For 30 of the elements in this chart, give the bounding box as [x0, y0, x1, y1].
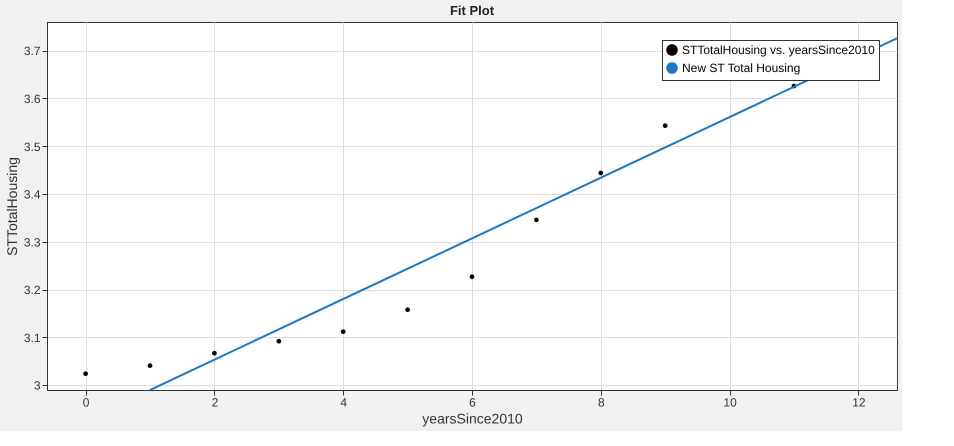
- y-tick-label: 3.1: [24, 330, 41, 345]
- x-tick-label: 2: [212, 396, 219, 410]
- point: [212, 350, 217, 356]
- x-tick-label: 8: [598, 396, 605, 410]
- x-tick-label: 4: [340, 396, 348, 410]
- legend-label: STTotalHousing vs. yearsSince2010: [682, 43, 876, 57]
- point: [340, 329, 346, 334]
- y-axis-title: STTotalHousing: [4, 157, 20, 256]
- point: [662, 123, 668, 128]
- x-axis-title: yearsSince2010: [422, 410, 523, 426]
- point: [598, 170, 604, 176]
- y-tick-label: 3.5: [24, 140, 41, 154]
- y-tick-label: 3.7: [24, 44, 41, 58]
- point: [405, 307, 410, 312]
- point: [276, 338, 282, 344]
- x-tick-label: 10: [723, 396, 738, 410]
- point: [83, 371, 88, 376]
- y-tick-label: 3.3: [24, 235, 41, 250]
- x-tick-label: 0: [82, 396, 90, 410]
- y-tick-label: 3.6: [24, 92, 41, 106]
- point: [534, 218, 539, 222]
- point: [470, 274, 474, 280]
- y-tick-label: 3.4: [24, 188, 41, 202]
- x-tick-label: 12: [852, 396, 866, 410]
- y-tick-label: 3.2: [24, 283, 41, 298]
- point: [148, 363, 152, 368]
- x-tick-label: 6: [469, 396, 476, 410]
- legend-label: New ST Total Housing: [682, 61, 800, 75]
- y-tick-label: 3: [34, 378, 41, 393]
- chart-title: Fit Plot: [450, 3, 495, 18]
